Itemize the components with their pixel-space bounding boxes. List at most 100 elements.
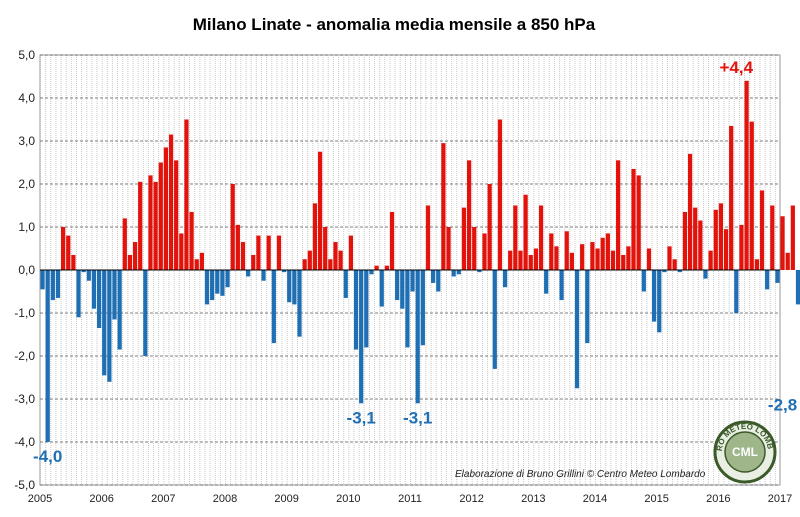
bar: [533, 248, 539, 270]
bar: [795, 270, 800, 305]
bar: [112, 270, 117, 320]
bar: [71, 254, 76, 270]
bar: [729, 125, 734, 270]
bar: [153, 181, 158, 270]
credit-text: Elaborazione di Bruno Grillini © Centro …: [455, 469, 706, 480]
data-label: -2,8: [768, 395, 797, 414]
bar: [749, 121, 754, 271]
bar: [682, 211, 688, 270]
bar: [621, 254, 626, 270]
bar: [143, 270, 148, 356]
bar: [107, 270, 112, 382]
bar: [734, 270, 739, 313]
bar: [610, 250, 616, 270]
y-tick-label: -4,0: [14, 435, 35, 449]
bar: [194, 259, 199, 270]
bar: [672, 259, 677, 270]
bar: [333, 242, 338, 270]
bar: [631, 168, 636, 270]
y-tick-label: -2,0: [14, 349, 35, 363]
bar: [230, 184, 235, 270]
bar: [415, 270, 420, 404]
data-label: -3,1: [347, 408, 376, 427]
bar: [616, 160, 621, 270]
bar: [662, 270, 667, 273]
bar: [508, 250, 513, 270]
bar: [96, 270, 102, 329]
bar: [50, 270, 55, 301]
x-tick-label: 2017: [768, 493, 792, 505]
bar: [693, 207, 698, 270]
x-tick-label: 2010: [336, 493, 360, 505]
x-axis-ticks: 2005 2006 2007 2008 2009 2010 2011 2012 2013 2014…: [28, 493, 792, 505]
bar: [477, 270, 482, 273]
bar: [271, 270, 276, 344]
bar: [132, 242, 138, 270]
bar: [348, 235, 354, 270]
bar: [641, 270, 646, 292]
bar: [518, 250, 523, 270]
bar: [605, 233, 610, 270]
bar: [708, 250, 713, 270]
bar: [446, 227, 451, 270]
bar: [364, 270, 369, 348]
bar: [343, 270, 348, 298]
bar: [569, 252, 574, 270]
bars: [40, 80, 800, 442]
bar: [497, 119, 503, 270]
bar: [312, 203, 318, 270]
bar: [328, 259, 333, 270]
bar: [441, 143, 446, 270]
chart-title: Milano Linate - anomalia media mensile a…: [193, 15, 596, 34]
bar: [739, 224, 744, 270]
bar: [256, 235, 261, 270]
bar: [148, 175, 153, 270]
bar: [723, 229, 729, 270]
bar: [667, 246, 672, 270]
bar: [395, 270, 400, 301]
bar: [492, 270, 497, 369]
bar: [338, 250, 343, 270]
y-tick-label: -5,0: [14, 478, 35, 492]
bar: [400, 270, 405, 309]
x-tick-label: 2016: [706, 493, 730, 505]
bar: [425, 205, 431, 270]
bar: [687, 153, 693, 270]
bar: [86, 270, 91, 281]
bar: [646, 248, 652, 270]
bar: [102, 270, 107, 376]
bar: [657, 270, 662, 333]
bar: [138, 181, 143, 270]
bar: [451, 270, 456, 277]
bar: [276, 235, 282, 270]
bar: [307, 250, 312, 270]
bar: [384, 265, 389, 270]
bar: [600, 237, 605, 270]
bar: [759, 190, 765, 270]
bar: [456, 270, 461, 275]
bar: [199, 252, 204, 270]
bar: [436, 270, 441, 292]
bar: [554, 246, 559, 270]
bar: [785, 252, 790, 270]
bar: [472, 227, 477, 270]
y-tick-label: 3,0: [18, 134, 35, 148]
bar: [389, 211, 395, 270]
bar: [744, 80, 749, 270]
bar: [574, 270, 580, 389]
bar: [528, 254, 533, 270]
bar: [698, 220, 703, 270]
bar: [775, 270, 780, 283]
bar: [466, 160, 472, 270]
bar: [302, 259, 307, 270]
data-label: +4,4: [720, 58, 754, 77]
x-tick-label: 2007: [151, 493, 175, 505]
bar: [215, 270, 220, 294]
x-tick-label: 2008: [213, 493, 237, 505]
x-tick-label: 2009: [274, 493, 298, 505]
y-tick-label: 5,0: [18, 48, 35, 62]
bar: [158, 162, 163, 270]
y-tick-label: 4,0: [18, 91, 35, 105]
bar: [61, 227, 66, 270]
